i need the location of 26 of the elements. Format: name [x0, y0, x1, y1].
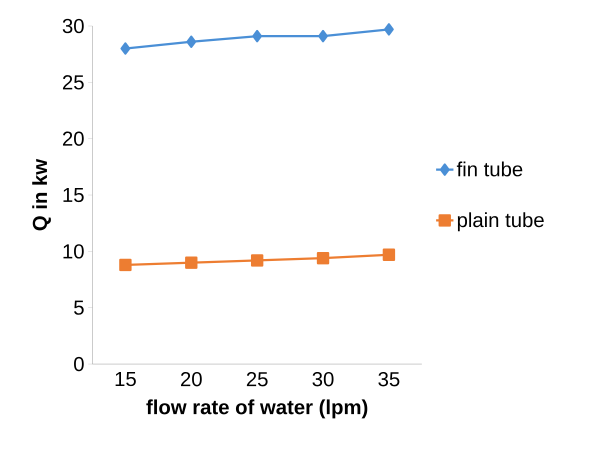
point: [316, 252, 330, 264]
y-tick-label: 5: [74, 300, 84, 315]
point: [185, 256, 198, 269]
x-tick-label: 15: [116, 372, 136, 386]
y-tick-label: 20: [62, 131, 84, 146]
point: [119, 258, 132, 271]
point: [250, 254, 264, 266]
y-tick-label: 25: [62, 75, 84, 90]
x-tick-label: 30: [312, 372, 334, 386]
point: [382, 248, 396, 261]
point: [120, 42, 130, 55]
point: [186, 35, 196, 48]
y-axis-title: Q in kw: [32, 158, 51, 230]
y-tick-label: 10: [63, 244, 84, 258]
x-tick-label: 35: [378, 372, 400, 386]
x-axis-title: flow rate of water (lpm): [146, 399, 368, 418]
y-tick-label: 15: [63, 188, 84, 202]
point: [384, 23, 394, 36]
x-tick-label: 20: [181, 372, 202, 386]
point: [252, 30, 262, 42]
x-tick-label: 25: [246, 372, 268, 386]
legend-label: fin tube: [456, 161, 522, 176]
point: [318, 30, 328, 42]
y-tick-label: 30: [62, 18, 84, 34]
legend-label: plain tube: [458, 212, 544, 232]
y-tick-label: 0: [74, 356, 84, 372]
